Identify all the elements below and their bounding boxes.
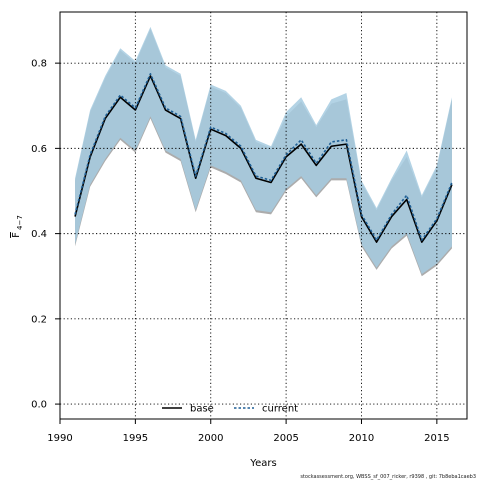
legend-label-base: base xyxy=(190,404,214,415)
line-base xyxy=(74,75,453,243)
band-current xyxy=(75,26,452,275)
y-tick-label-0.0: 0.0 xyxy=(31,400,47,411)
confidence-bands xyxy=(75,26,452,277)
y-tick-label-0.8: 0.8 xyxy=(31,59,47,70)
x-tick-label-2015: 2015 xyxy=(424,433,449,444)
x-axis: 1990 1995 2000 2005 2010 2015 xyxy=(47,419,450,444)
y-axis-title-sub: 4−7 xyxy=(16,215,24,230)
y-axis-title-main: F xyxy=(11,232,22,238)
legend-label-current: current xyxy=(262,404,298,415)
y-tick-label-0.4: 0.4 xyxy=(31,229,47,240)
x-axis-title: Years xyxy=(249,458,276,469)
x-tick-label-1990: 1990 xyxy=(47,433,72,444)
legend: base current xyxy=(162,404,298,415)
x-tick-label-2010: 2010 xyxy=(349,433,374,444)
x-tick-label-2000: 2000 xyxy=(198,433,223,444)
y-axis: 0.0 0.2 0.4 0.6 0.8 xyxy=(31,59,60,411)
y-axis-title: F 4−7 xyxy=(11,215,24,238)
y-tick-label-0.2: 0.2 xyxy=(31,314,47,325)
series-lines xyxy=(74,73,453,243)
x-tick-label-2005: 2005 xyxy=(273,433,298,444)
x-tick-label-1995: 1995 xyxy=(123,433,148,444)
footer-text: stockassessment.org, WBSS_sf_007_ricker,… xyxy=(300,474,476,480)
y-tick-label-0.6: 0.6 xyxy=(31,144,47,155)
plot-frame xyxy=(59,11,468,420)
line-current xyxy=(74,73,453,241)
